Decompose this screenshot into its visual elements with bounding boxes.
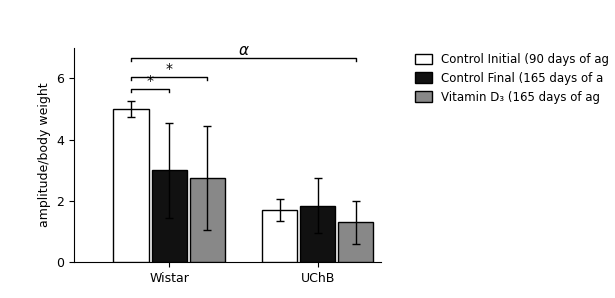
Bar [300,206,335,262]
Text: *: * [146,74,154,89]
Legend: Control Initial (90 days of ag, Control Final (165 days of a, Vitamin D₃ (165 da: Control Initial (90 days of ag, Control … [412,49,613,107]
Text: $\alpha$: $\alpha$ [237,43,249,58]
Bar [190,178,225,262]
Bar [262,210,297,262]
Y-axis label: amplitude/body weight: amplitude/body weight [38,83,50,227]
Text: *: * [165,62,173,76]
Bar [114,109,149,262]
Bar [338,222,373,262]
Bar [152,170,187,262]
